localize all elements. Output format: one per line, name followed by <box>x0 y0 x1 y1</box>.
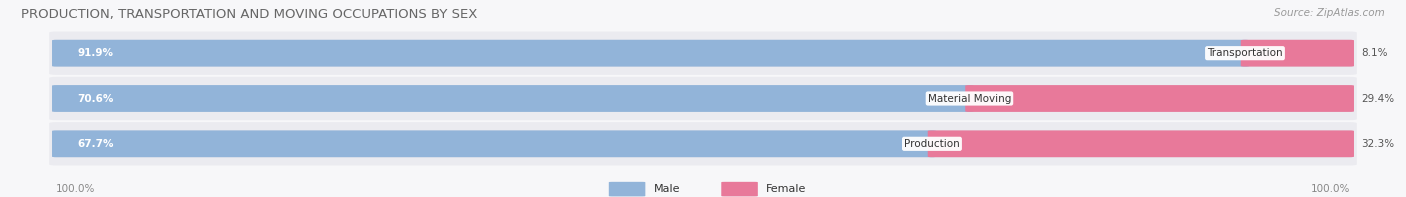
Text: Female: Female <box>766 184 807 194</box>
Text: 29.4%: 29.4% <box>1361 94 1395 103</box>
FancyBboxPatch shape <box>52 40 1249 67</box>
Text: 91.9%: 91.9% <box>77 48 114 58</box>
Text: 100.0%: 100.0% <box>1310 184 1350 194</box>
Text: 67.7%: 67.7% <box>77 139 114 149</box>
Text: Male: Male <box>654 184 681 194</box>
FancyBboxPatch shape <box>52 130 936 157</box>
FancyBboxPatch shape <box>609 182 645 196</box>
FancyBboxPatch shape <box>49 77 1357 120</box>
FancyBboxPatch shape <box>52 130 1354 157</box>
FancyBboxPatch shape <box>928 130 1354 157</box>
FancyBboxPatch shape <box>721 182 758 196</box>
Text: Production: Production <box>904 139 960 149</box>
FancyBboxPatch shape <box>1240 40 1354 67</box>
FancyBboxPatch shape <box>966 85 1354 112</box>
FancyBboxPatch shape <box>52 85 974 112</box>
FancyBboxPatch shape <box>52 40 1354 67</box>
FancyBboxPatch shape <box>49 32 1357 75</box>
Text: Source: ZipAtlas.com: Source: ZipAtlas.com <box>1274 8 1385 18</box>
Text: 70.6%: 70.6% <box>77 94 114 103</box>
FancyBboxPatch shape <box>49 122 1357 165</box>
Text: 100.0%: 100.0% <box>56 184 96 194</box>
Text: 8.1%: 8.1% <box>1361 48 1388 58</box>
FancyBboxPatch shape <box>52 85 1354 112</box>
Text: PRODUCTION, TRANSPORTATION AND MOVING OCCUPATIONS BY SEX: PRODUCTION, TRANSPORTATION AND MOVING OC… <box>21 8 478 21</box>
Text: Transportation: Transportation <box>1208 48 1282 58</box>
Text: Material Moving: Material Moving <box>928 94 1011 103</box>
Text: 32.3%: 32.3% <box>1361 139 1395 149</box>
